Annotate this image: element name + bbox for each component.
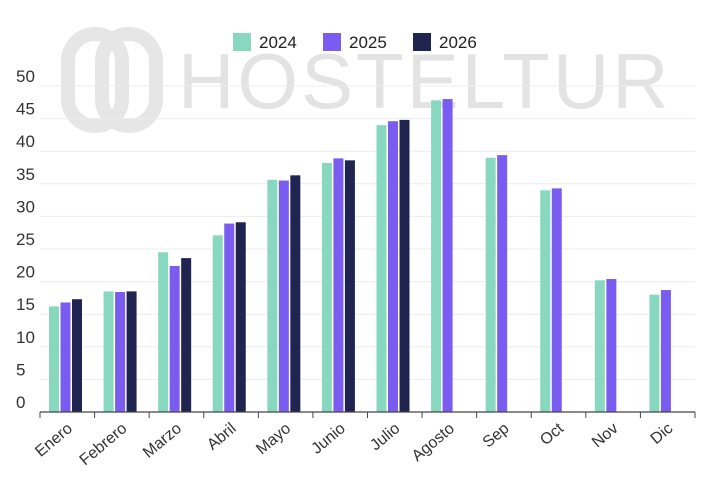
x-tick-label: Abril [204,420,239,454]
y-tick-label: 20 [16,263,35,282]
bar-2025-oct [551,188,562,412]
bar-2024-junio [321,162,332,412]
bar-2026-junio [344,160,355,412]
y-tick-label: 45 [16,100,35,119]
x-tick-label: Febrero [77,420,131,469]
x-tick-label: Mayo [253,420,294,458]
bar-2024-julio [376,125,387,413]
bar-2024-marzo [158,252,169,412]
bar-2025-dic [660,290,671,412]
bar-2026-mayo [290,175,301,412]
x-tick-label: Marzo [140,420,185,462]
y-tick-label: 40 [16,132,35,151]
bar-2024-abril [212,235,223,412]
x-tick-label: Dic [648,420,677,448]
y-tick-label: 35 [16,165,35,184]
bar-2026-febrero [126,291,137,412]
x-tick-label: Agosto [409,420,458,465]
y-tick-label: 25 [16,230,35,249]
y-tick-label: 50 [16,67,35,86]
bar-2025-abril [224,223,235,412]
bar-2024-oct [540,190,551,412]
watermark: HOSTELTUR [61,27,672,133]
bar-2025-junio [333,158,344,412]
bar-2024-dic [649,294,660,412]
bar-2025-julio [388,121,398,412]
x-tick-label: Sep [480,420,513,451]
x-tick-label: Nov [589,420,622,451]
watermark-text: HOSTELTUR [178,37,672,125]
y-tick-label: 10 [16,328,35,347]
bar-2025-enero [60,302,71,412]
x-tick-label: Julio [367,420,403,454]
y-tick-label: 30 [16,197,35,216]
bar-2024-enero [49,306,59,412]
hosteltur-logo-icon [61,27,163,133]
legend-label-2025: 2025 [349,33,387,52]
bar-2024-febrero [103,291,114,412]
y-axis: 0 5 10 15 20 25 30 35 40 45 50 [16,67,35,412]
x-tick-label: Oct [537,420,567,449]
bar-2025-sep [497,155,508,412]
legend-swatch-2024 [233,33,251,51]
bar-2025-nov [606,278,617,412]
y-tick-label: 15 [16,295,35,314]
legend-swatch-2025 [323,33,341,51]
legend: 2024 2025 2026 [233,33,477,52]
legend-label-2026: 2026 [439,33,477,52]
bar-2026-julio [399,119,410,413]
bar-2024-sep [485,157,496,412]
bar-2026-abril [235,222,246,412]
legend-label-2024: 2024 [259,33,297,52]
bars [49,99,671,413]
bar-2024-nov [594,280,605,412]
legend-swatch-2026 [413,33,431,51]
grid [40,85,695,380]
x-tick-label: Junio [309,420,349,458]
bar-2024-agosto [431,100,442,413]
y-tick-label: 0 [16,393,25,412]
bar-2025-mayo [278,180,289,412]
bar-2025-agosto [442,99,453,412]
x-tick-label: Enero [32,420,76,461]
bar-2026-enero [72,299,82,412]
x-axis: Enero Febrero Marzo Abril Mayo Junio Julio Agos… [32,412,696,469]
bar-2024-mayo [267,179,278,412]
y-tick-label: 5 [16,360,25,379]
bar-2025-marzo [169,265,180,412]
bar-2026-marzo [181,258,192,412]
bar-2025-febrero [115,292,126,412]
